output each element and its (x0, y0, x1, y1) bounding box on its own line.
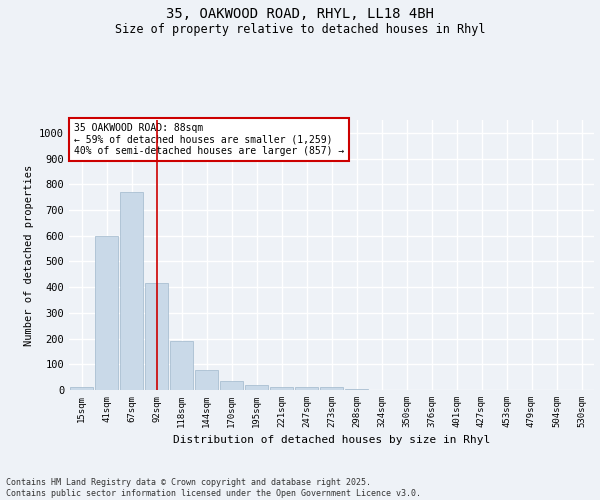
Text: 35 OAKWOOD ROAD: 88sqm
← 59% of detached houses are smaller (1,259)
40% of semi-: 35 OAKWOOD ROAD: 88sqm ← 59% of detached… (74, 122, 344, 156)
X-axis label: Distribution of detached houses by size in Rhyl: Distribution of detached houses by size … (173, 436, 490, 446)
Bar (345, 388, 368, 390)
Bar (120, 192, 143, 390)
Bar (295, 388, 318, 390)
Bar (145, 284, 168, 390)
Text: Size of property relative to detached houses in Rhyl: Size of property relative to detached ho… (115, 22, 485, 36)
Bar (245, 386, 268, 390)
Text: Contains HM Land Registry data © Crown copyright and database right 2025.
Contai: Contains HM Land Registry data © Crown c… (6, 478, 421, 498)
Bar (195, 370, 218, 390)
Y-axis label: Number of detached properties: Number of detached properties (23, 164, 34, 346)
Bar (95, 236, 118, 390)
Bar (170, 341, 193, 390)
Text: 35, OAKWOOD ROAD, RHYL, LL18 4BH: 35, OAKWOOD ROAD, RHYL, LL18 4BH (166, 8, 434, 22)
Bar (270, 387, 293, 390)
Bar (320, 386, 343, 390)
Bar (220, 381, 243, 390)
Bar (70, 386, 93, 390)
